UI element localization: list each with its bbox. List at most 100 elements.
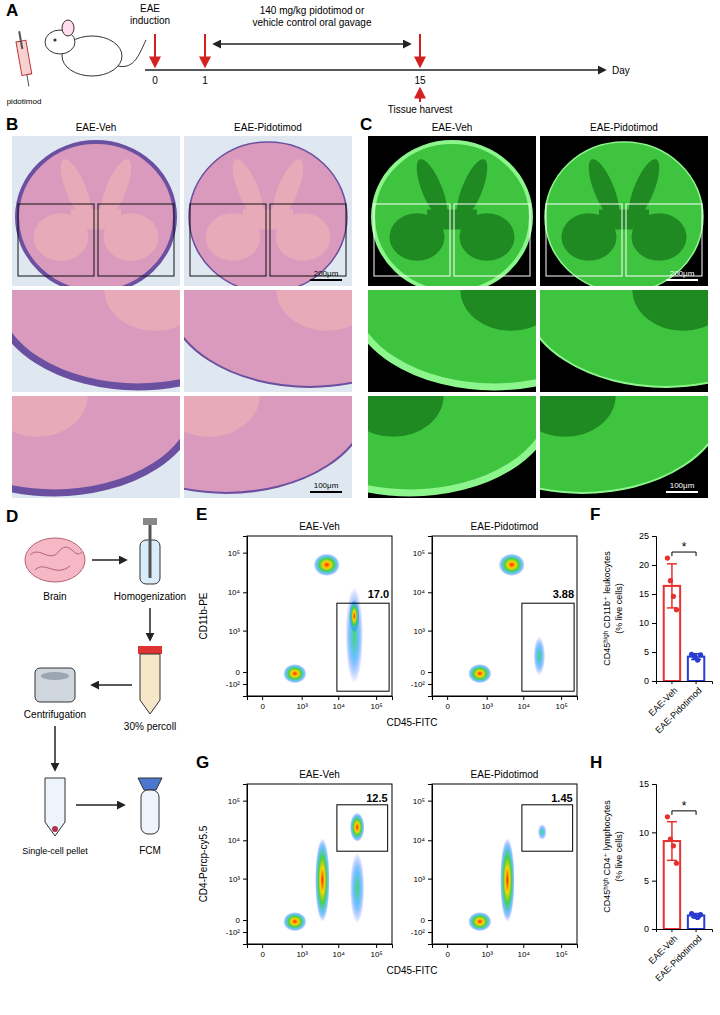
axis-title: CD11b-PE xyxy=(198,592,209,639)
axis: 010³10⁴10⁵ xyxy=(433,944,578,959)
axis: -10²010³10⁴10⁵ xyxy=(226,785,248,945)
tick-mark xyxy=(447,944,448,948)
point xyxy=(674,861,679,866)
zoom-image xyxy=(184,290,352,392)
tick-label: -10² xyxy=(411,928,426,937)
panel-letter: G xyxy=(196,753,209,772)
density-cloud xyxy=(283,664,306,683)
pellet xyxy=(52,826,58,832)
tick: 10⁴ xyxy=(413,836,432,845)
tick-label: -10² xyxy=(226,928,241,937)
event-label: EAEinduction xyxy=(130,3,170,26)
cord xyxy=(189,142,347,286)
tick-mark xyxy=(652,565,656,566)
scale-bar xyxy=(310,491,342,493)
gray-matter xyxy=(184,396,260,437)
scale-bar xyxy=(310,279,342,281)
cord xyxy=(12,290,180,387)
tick: 10³ xyxy=(296,944,308,959)
flow-chart: EAE-Veh12.5010³10⁴10⁵-10²010³10⁴10⁵EAE-P… xyxy=(198,769,578,976)
gray-matter xyxy=(71,210,121,230)
tick: 10 xyxy=(639,618,656,628)
point xyxy=(665,814,670,819)
panel-letter: F xyxy=(590,505,600,524)
density-cloud xyxy=(350,813,365,842)
panel-a: pidotimodDay0115EAEinduction140 mg/kg pi… xyxy=(7,3,630,115)
tick-label: 0 xyxy=(644,676,649,686)
density xyxy=(283,805,387,931)
axis-title: CD45ʰⁱᵍʰ CD11b⁺ leukocytes xyxy=(602,551,612,666)
tick-mark xyxy=(487,696,488,700)
text-line: EAE xyxy=(140,3,160,14)
tick-label: 10⁵ xyxy=(413,549,425,558)
flow-chart: EAE-Veh17.0010³10⁴10⁵-10²010³10⁴10⁵EAE-P… xyxy=(198,521,578,728)
tick-label: EAE-Pidotimod xyxy=(653,933,703,983)
point xyxy=(695,658,700,663)
axis-line xyxy=(248,945,393,949)
day-label: 15 xyxy=(414,75,426,86)
step-label: Single-cell pellet xyxy=(22,846,88,856)
cord xyxy=(368,290,536,387)
tick-mark xyxy=(523,696,524,700)
tick-mark xyxy=(243,932,247,933)
gate xyxy=(522,603,574,691)
arrow xyxy=(76,804,124,806)
figure: ABCDEFGHpidotimodDay0115EAEinduction140 … xyxy=(0,0,720,1015)
event-label: Tissue harvest xyxy=(388,104,453,115)
tick-mark xyxy=(652,929,656,930)
tick: 10⁴ xyxy=(518,696,531,711)
tick-mark xyxy=(428,920,432,921)
tick-label: 5 xyxy=(644,647,649,657)
point xyxy=(668,578,673,583)
gray-matter xyxy=(276,290,352,331)
text-line: 140 mg/kg pidotimod or xyxy=(260,5,365,16)
gate-label: 3.88 xyxy=(553,588,574,600)
text-line: induction xyxy=(130,15,170,26)
tick: 10⁵ xyxy=(413,549,432,558)
tick-label: 10⁴ xyxy=(228,836,241,845)
tick-mark xyxy=(428,801,432,802)
section-image xyxy=(12,136,180,286)
axis-title: (% live cells) xyxy=(614,583,624,634)
density-cloud xyxy=(538,824,547,840)
density-cloud xyxy=(349,600,359,632)
tick-mark xyxy=(652,623,656,624)
density-cloud xyxy=(500,838,515,921)
section-image xyxy=(368,136,536,286)
panel-d: BrainHomogenization30% percollCentrifuga… xyxy=(22,518,186,856)
axis-label: Day xyxy=(612,65,630,76)
tick: EAE-Pidotimod xyxy=(653,681,703,736)
tick: 0 xyxy=(236,916,247,925)
arrow xyxy=(419,89,421,102)
tick-label: 15 xyxy=(639,589,649,599)
tick: 10³ xyxy=(481,696,493,711)
tick-label: 10⁴ xyxy=(413,588,426,597)
zoom-box xyxy=(98,204,174,276)
timeline xyxy=(145,69,605,71)
column-title: EAE-Veh xyxy=(432,122,473,133)
axis-line xyxy=(433,945,578,949)
error-cap xyxy=(667,821,677,823)
tick-mark xyxy=(243,592,247,593)
tick-label: 10 xyxy=(639,618,649,628)
density-cloud xyxy=(283,912,306,931)
cord xyxy=(184,396,352,493)
tick-mark xyxy=(243,879,247,880)
tick-label: 0 xyxy=(644,924,649,934)
cord xyxy=(373,142,531,286)
tick: 10³ xyxy=(413,627,432,636)
tube xyxy=(45,778,65,836)
scale-bar xyxy=(666,279,698,281)
tick-label: 10³ xyxy=(413,627,425,636)
zoom-box xyxy=(190,204,266,276)
tick-mark xyxy=(652,594,656,595)
tick-label: 5 xyxy=(644,876,649,886)
tick-mark xyxy=(243,631,247,632)
density-cloud xyxy=(315,838,330,921)
tick-label: 10⁴ xyxy=(333,702,346,711)
column-title: EAE-Pidotimod xyxy=(234,122,302,133)
error-line xyxy=(671,564,673,608)
tick: 15 xyxy=(639,779,656,789)
step-label: Centrifugation xyxy=(24,709,86,720)
plot-frame xyxy=(432,536,577,696)
